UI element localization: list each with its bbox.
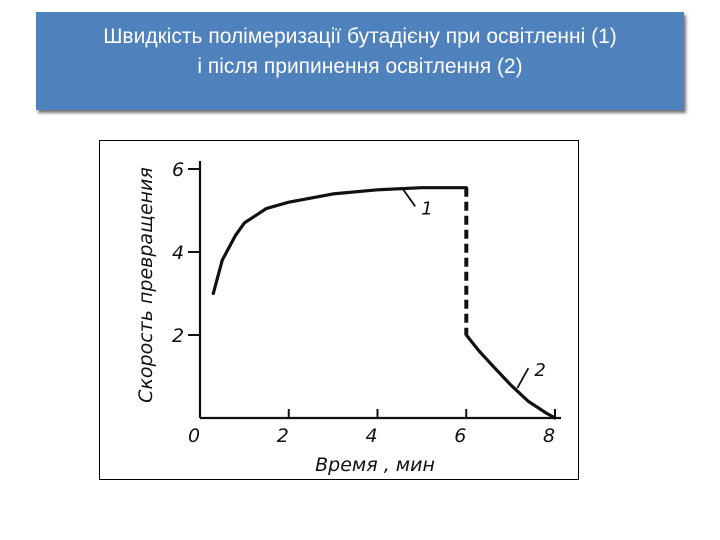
series-1-label: 1: [421, 198, 432, 219]
series-2-label: 2: [534, 360, 545, 381]
x-tick-label: 8: [543, 425, 555, 447]
x-axis-title: Время , мин: [315, 454, 435, 476]
series-1-leader: [401, 187, 416, 207]
slide-title-line-2: і після припинення освітлення (2): [197, 55, 523, 78]
chart-figure: 0 2 4 6 8 2 4 6 1 2 Скорость превращения Время , …: [99, 140, 579, 480]
y-tick-label: 2: [172, 325, 184, 347]
x-tick-label: 0: [188, 425, 200, 447]
y-tick-label: 6: [172, 159, 184, 181]
x-tick-label: 4: [365, 425, 377, 447]
slide-title-box: Швидкість полімеризації бутадієну при ос…: [36, 12, 684, 110]
series-1-line: [211, 186, 468, 296]
series-2-leader: [516, 367, 530, 389]
series-2-line: [464, 333, 557, 420]
y-axis-title: Скорость превращения: [135, 167, 157, 403]
x-tick-label: 6: [454, 425, 466, 447]
chart-svg: 0 2 4 6 8 2 4 6 1 2 Скорость превращения Время , …: [135, 159, 561, 476]
y-tick-label: 4: [172, 242, 184, 264]
slide-title-line-1: Швидкість полімеризації бутадієну при ос…: [103, 25, 617, 48]
x-tick-label: 2: [277, 425, 289, 447]
